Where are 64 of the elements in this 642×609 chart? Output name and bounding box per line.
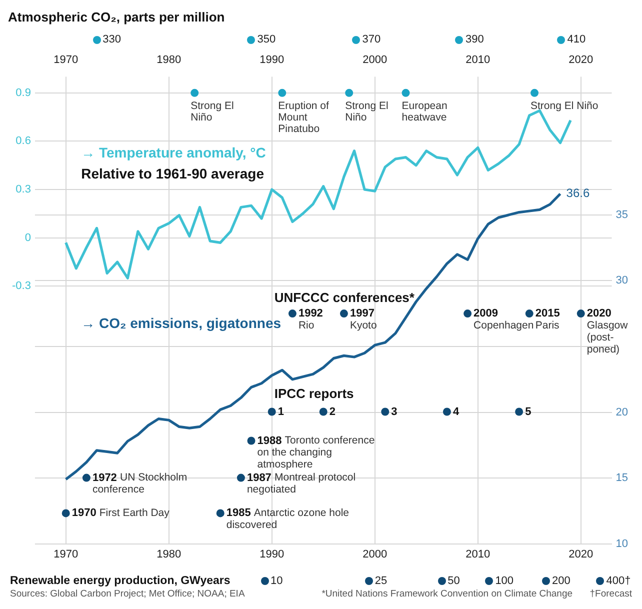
- text: → Temperature anomaly, °C: [81, 144, 266, 161]
- text: 390: [465, 34, 484, 46]
- annotation: UNFCCC conferences*: [274, 290, 416, 306]
- x-tick-label: 2010: [466, 548, 490, 560]
- x-tick-label: 1970: [54, 548, 78, 560]
- y-tick-label: 0.9: [16, 86, 31, 99]
- y2-tick-label: 10: [616, 538, 628, 550]
- annotation: 1992 Rio: [298, 308, 323, 332]
- annotation: IPCC reports: [274, 386, 354, 401]
- y-tick-label: 0: [24, 232, 31, 244]
- annotation: Eruption of Mount Pinatubo: [278, 100, 330, 135]
- data-label: 36.6: [566, 186, 590, 200]
- text: 330: [102, 34, 122, 46]
- annotation: 1972 UN Stockholm conference: [92, 472, 188, 496]
- annotation: European heatwave: [402, 100, 448, 124]
- annotation: Strong El Niño: [345, 100, 388, 124]
- annotation: Strong El Niño: [190, 100, 234, 124]
- text: 400†: [606, 575, 631, 588]
- annotation: 2015 Paris: [535, 308, 560, 332]
- text: 10: [270, 575, 283, 588]
- annotation: 1970 First Earth Day: [72, 507, 170, 520]
- x-tick-label: 2020: [568, 548, 594, 560]
- y-tick-label: 0.6: [16, 135, 31, 148]
- annotation: 1988 Toronto conference on the changing atmosphere: [257, 434, 375, 471]
- y-tick-label: -0.3: [12, 280, 31, 292]
- annotation: 4: [452, 406, 460, 418]
- x-tick-label: 1990: [260, 548, 284, 560]
- text: †Forecast: [590, 588, 632, 600]
- text: 350: [257, 34, 276, 46]
- annotation: 2020 Glasgow (post-poned): [586, 308, 628, 356]
- text: 100: [495, 575, 514, 588]
- x2-tick-label: 2000: [362, 54, 388, 66]
- text: → CO₂ emissions, gigatonnes: [81, 315, 282, 332]
- text: 370: [362, 34, 381, 46]
- x-tick-label: 2000: [362, 548, 388, 560]
- annotation: 1985 Antarctic ozone hole discovered: [226, 507, 350, 532]
- annotation: 3: [391, 406, 398, 418]
- text: *United Nations Framework Convention on Climate Change: [322, 588, 573, 600]
- chart-title: Atmospheric CO₂, parts per million: [8, 9, 225, 24]
- x-tick-label: 1980: [156, 548, 182, 560]
- annotation: 2009 Copenhagen: [474, 308, 534, 332]
- annotation: Strong El Niño: [530, 100, 598, 112]
- x2-tick-label: 2020: [568, 54, 594, 66]
- annotation: 2: [329, 406, 336, 418]
- text: 410: [567, 34, 586, 46]
- text: 50: [448, 575, 460, 588]
- source-note: Sources: Global Carbon Project; Met Office; NOAA; EIA: [10, 588, 246, 600]
- annotation: 1: [278, 406, 284, 418]
- x2-tick-label: 1980: [156, 54, 182, 66]
- annotation: 1987 Montreal protocol negotiated: [246, 472, 356, 496]
- annotation: 1997 Kyoto: [350, 308, 377, 332]
- y2-tick-label: 35: [616, 208, 628, 221]
- x2-tick-label: 1990: [260, 54, 284, 66]
- y2-tick-label: 15: [616, 472, 628, 484]
- y2-tick-label: 30: [616, 274, 628, 287]
- annotation: Relative to 1961-90 average: [81, 166, 264, 182]
- x2-tick-label: 2010: [466, 54, 490, 66]
- y-tick-label: 0.3: [16, 184, 31, 196]
- text: 200: [552, 575, 570, 588]
- text: Renewable energy production, GWyears: [10, 575, 230, 588]
- x2-tick-label: 1970: [54, 54, 78, 66]
- y2-tick-label: 20: [616, 406, 628, 418]
- annotation: 5: [525, 406, 532, 418]
- text: 25: [374, 575, 388, 588]
